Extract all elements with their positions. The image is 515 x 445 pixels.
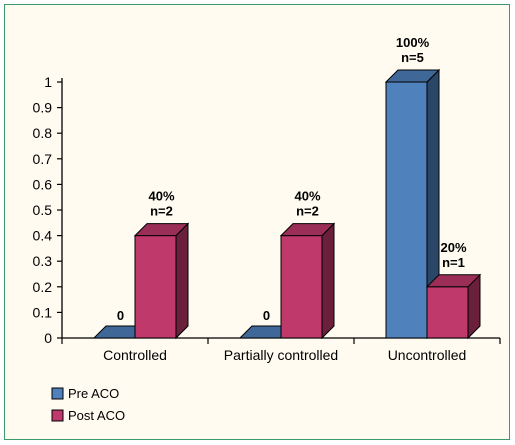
bar-top-pre <box>384 69 441 83</box>
y-tick-label: 0.3 <box>33 253 53 269</box>
y-tick-label: 0.5 <box>33 202 53 218</box>
bar-front-post <box>426 286 469 339</box>
x-category-label: Uncontrolled <box>388 347 467 363</box>
data-label: 0 <box>263 308 270 323</box>
y-tick-label: 1 <box>44 74 52 90</box>
x-category-label: Partially controlled <box>224 347 338 363</box>
data-label: 40% <box>294 189 320 204</box>
y-tick-label: 0.9 <box>33 100 53 116</box>
bar-top-post <box>425 274 482 288</box>
legend-label: Pre ACO <box>68 386 119 401</box>
bar-side-post <box>321 222 335 340</box>
data-label: 100% <box>396 35 430 50</box>
data-label: n=1 <box>442 255 465 270</box>
data-label: 0 <box>117 308 124 323</box>
y-tick-label: 0.1 <box>33 304 53 320</box>
legend-swatch <box>51 387 64 400</box>
data-label: n=5 <box>401 50 424 65</box>
data-label: 20% <box>440 240 466 255</box>
bar-side-post <box>175 222 189 340</box>
y-tick-label: 0.7 <box>33 151 53 167</box>
bar-front-post <box>134 235 177 339</box>
data-label: 40% <box>148 189 174 204</box>
data-label: n=2 <box>296 204 319 219</box>
y-tick-label: 0.6 <box>33 176 53 192</box>
y-tick-label: 0.2 <box>33 279 53 295</box>
data-label: n=2 <box>150 204 173 219</box>
x-category-label: Controlled <box>103 347 167 363</box>
legend-swatch <box>51 409 64 422</box>
legend-label: Post ACO <box>68 408 125 423</box>
y-tick-label: 0 <box>44 330 52 346</box>
bar-top-post <box>133 223 190 237</box>
bar-top-post <box>279 223 336 237</box>
bar-front-post <box>280 235 323 339</box>
y-tick-label: 0.4 <box>33 228 53 244</box>
y-tick-label: 0.8 <box>33 125 53 141</box>
bar-front-pre <box>385 81 428 339</box>
